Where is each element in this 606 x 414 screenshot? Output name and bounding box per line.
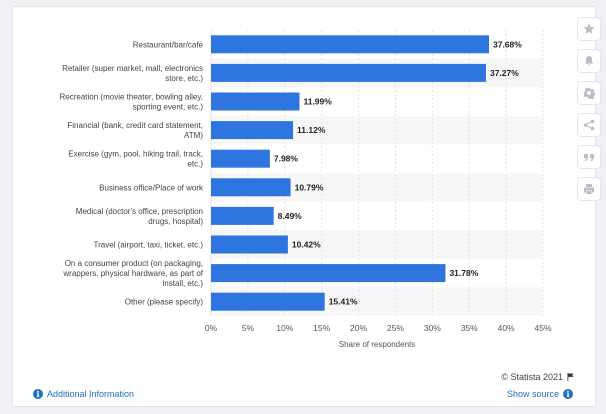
flag-icon — [567, 373, 574, 381]
share-icon — [583, 119, 595, 131]
bar-value-label: 8.49% — [278, 211, 303, 221]
gear-icon — [583, 87, 595, 99]
bar-value-label: 37.27% — [490, 68, 519, 78]
category-label: Restaurant/bar/café — [133, 40, 204, 49]
category-label: Financial (bank, credit card statement, A… — [67, 121, 203, 140]
copyright-credit[interactable]: © Statista 2021 — [501, 372, 574, 382]
info-icon: i — [563, 389, 573, 399]
star-icon — [583, 23, 595, 34]
x-tick-label: 20% — [350, 323, 367, 333]
bar — [211, 264, 446, 283]
bar-chart: 0% 5% 10% 15% 20% 25% 30% 35% 40% 45% Share of res… — [60, 30, 552, 349]
bar — [211, 235, 288, 254]
bar-value-label: 10.79% — [295, 182, 324, 192]
category-label: Travel (airport, taxi, ticket, etc.) — [93, 241, 203, 250]
x-tick-label: 25% — [387, 323, 404, 333]
category-label: Retailer (super market, mall, electronic… — [62, 64, 203, 83]
category-label: Exercise (gym, pool, hiking trail, track… — [68, 150, 203, 169]
bar — [211, 292, 325, 311]
info-icon: i — [33, 389, 43, 399]
notification-button[interactable] — [577, 49, 601, 73]
x-axis-title: Share of respondents — [339, 340, 416, 349]
credit-text: © Statista 2021 — [501, 372, 563, 382]
bell-icon — [584, 56, 594, 66]
settings-button[interactable] — [577, 81, 601, 105]
bar-value-label: 7.98% — [274, 154, 299, 164]
category-label: Business office/Place of work — [99, 183, 204, 192]
x-tick-label: 45% — [534, 323, 551, 333]
show-source-label: Show source — [506, 389, 559, 399]
bar-value-label: 11.12% — [297, 125, 326, 135]
bar — [211, 92, 300, 111]
x-tick-label: 35% — [461, 323, 478, 333]
sidebar-toolbar — [571, 17, 606, 209]
bar-value-label: 37.68% — [493, 39, 522, 49]
category-label: Other (please specify) — [125, 298, 204, 307]
cite-button[interactable] — [577, 145, 601, 169]
bar — [211, 121, 294, 140]
bar — [211, 149, 270, 168]
show-source-link[interactable]: Show source i — [507, 389, 573, 399]
bar-value-label: 31.78% — [449, 268, 478, 278]
bar-value-label: 10.42% — [292, 240, 321, 250]
additional-information-label: Additional Information — [47, 389, 135, 399]
quote-icon — [584, 154, 594, 161]
category-label: On a consumer product (on packaging, wrap… — [62, 259, 203, 288]
x-tick-label: 0% — [205, 323, 218, 333]
bar — [211, 63, 486, 82]
print-button[interactable] — [577, 177, 601, 201]
x-tick-label: 30% — [424, 323, 441, 333]
category-label: Recreation (movie theater, bowling alley… — [60, 93, 204, 112]
bar — [211, 35, 489, 54]
x-tick-label: 15% — [313, 323, 330, 333]
share-button[interactable] — [577, 113, 601, 137]
category-label: Medical (doctor's office, prescription dr… — [76, 207, 204, 226]
bar — [211, 206, 274, 225]
x-tick-label: 40% — [498, 323, 515, 333]
x-tick-label: 10% — [276, 323, 293, 333]
x-tick-label: 5% — [242, 323, 255, 333]
bar-value-label: 15.41% — [329, 297, 358, 307]
additional-information-link[interactable]: i Additional Information — [33, 389, 134, 399]
bar — [211, 178, 291, 197]
print-icon — [584, 184, 594, 194]
chart-card: 0% 5% 10% 15% 20% 25% 30% 35% 40% 45% Share of res… — [12, 6, 601, 407]
favorite-button[interactable] — [577, 17, 601, 41]
bar-value-label: 11.99% — [303, 97, 332, 107]
